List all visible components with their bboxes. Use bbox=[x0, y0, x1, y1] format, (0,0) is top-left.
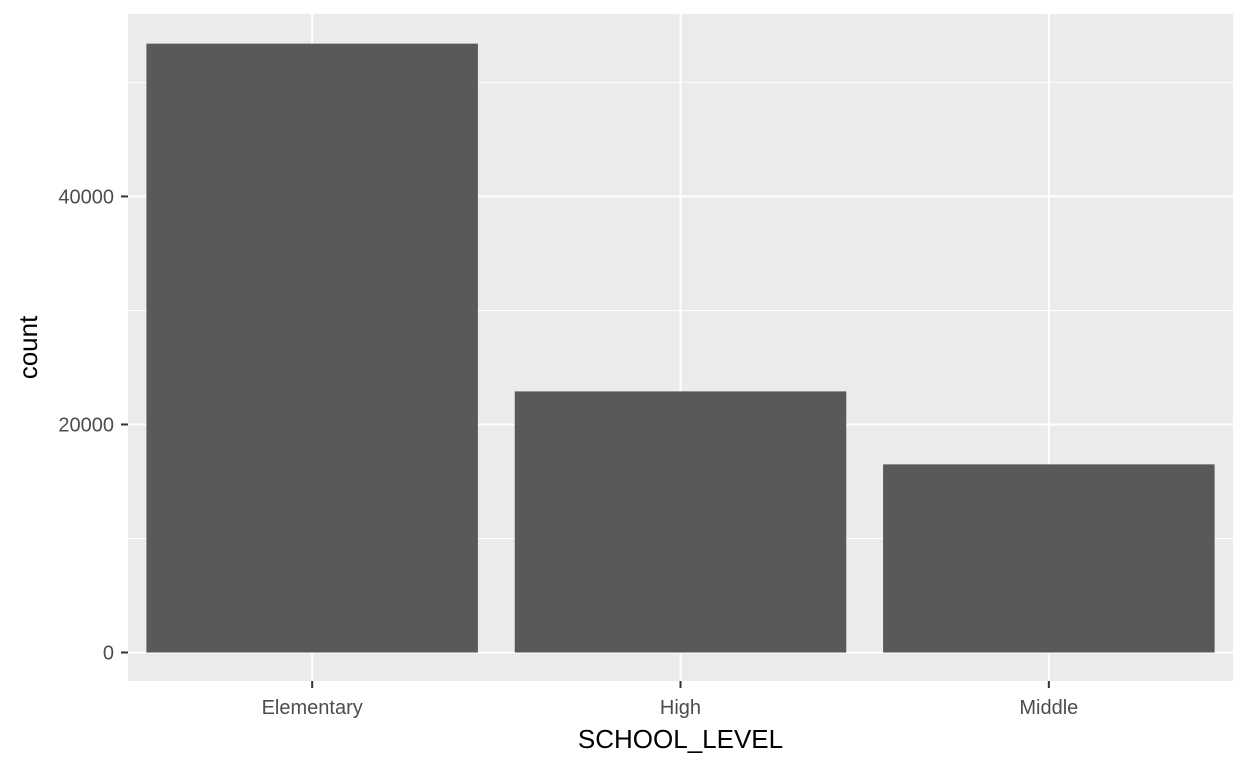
y-tick-label: 20000 bbox=[58, 414, 114, 436]
bar-high bbox=[514, 391, 847, 653]
y-tick-label: 40000 bbox=[58, 186, 114, 208]
y-axis-title: count bbox=[13, 315, 43, 379]
x-tick-label: High bbox=[660, 697, 701, 719]
bar-elementary bbox=[146, 43, 478, 653]
y-tick-label: 0 bbox=[103, 642, 114, 664]
x-tick-label: Middle bbox=[1019, 697, 1078, 719]
x-tick-label: Elementary bbox=[262, 697, 363, 719]
bars bbox=[146, 43, 1215, 653]
bar-middle bbox=[883, 464, 1215, 653]
x-axis-title: SCHOOL_LEVEL bbox=[578, 724, 783, 754]
y-axis: 0 20000 40000 bbox=[58, 186, 128, 664]
x-axis: Elementary High Middle bbox=[262, 681, 1078, 719]
